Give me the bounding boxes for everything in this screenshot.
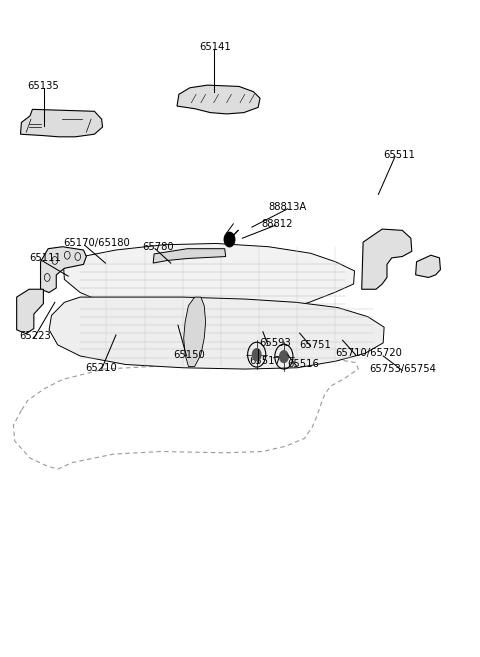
Text: 65170/65180: 65170/65180 xyxy=(63,238,130,248)
Text: 65710/65720: 65710/65720 xyxy=(336,348,402,358)
Circle shape xyxy=(252,349,261,361)
Text: 65511: 65511 xyxy=(383,150,415,160)
Text: 65223: 65223 xyxy=(20,331,51,342)
Polygon shape xyxy=(17,289,43,334)
Polygon shape xyxy=(153,249,226,263)
Text: 65141: 65141 xyxy=(199,42,231,52)
Text: 88812: 88812 xyxy=(262,219,293,229)
Text: 65111: 65111 xyxy=(29,253,61,263)
Polygon shape xyxy=(177,85,260,114)
Polygon shape xyxy=(40,247,86,292)
Text: 65753/65754: 65753/65754 xyxy=(369,364,436,374)
Text: 65210: 65210 xyxy=(85,363,117,373)
Polygon shape xyxy=(184,297,205,367)
Text: 65751: 65751 xyxy=(300,340,332,350)
Polygon shape xyxy=(362,229,412,289)
Polygon shape xyxy=(63,244,355,315)
Text: 65517: 65517 xyxy=(250,356,281,366)
Text: 65780: 65780 xyxy=(142,242,174,252)
Polygon shape xyxy=(416,255,441,277)
Polygon shape xyxy=(49,297,384,369)
Text: 65135: 65135 xyxy=(28,81,60,91)
Text: 65516: 65516 xyxy=(288,359,320,369)
Text: 65593: 65593 xyxy=(259,338,291,348)
Polygon shape xyxy=(21,109,103,137)
Circle shape xyxy=(280,351,288,363)
Circle shape xyxy=(224,233,235,247)
Text: 65150: 65150 xyxy=(173,350,205,359)
Text: 88813A: 88813A xyxy=(269,202,307,212)
